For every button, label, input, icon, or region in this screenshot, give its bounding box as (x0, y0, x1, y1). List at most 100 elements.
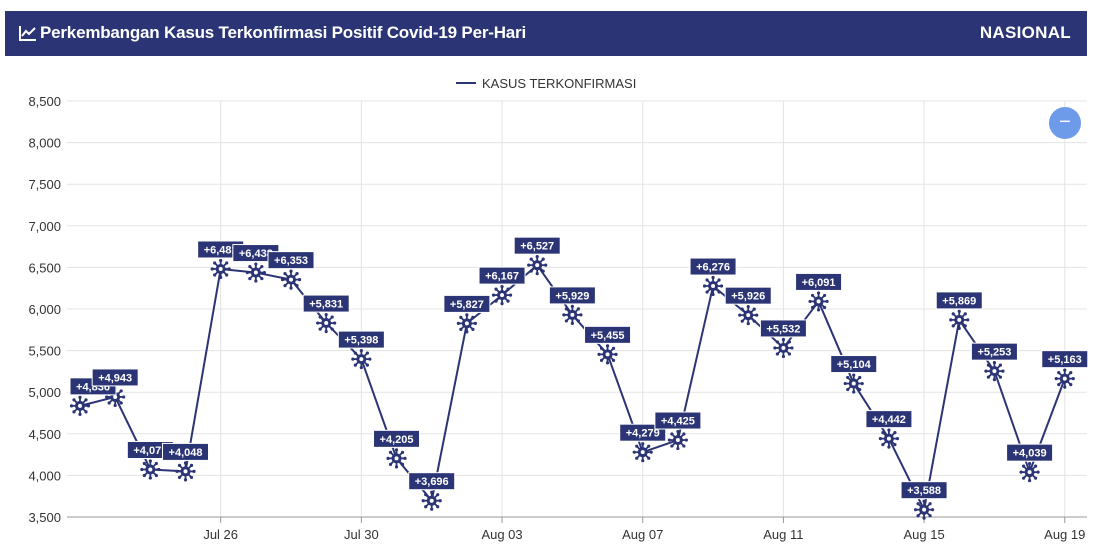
virus-icon[interactable] (491, 285, 513, 306)
legend[interactable]: KASUS TERKONFIRMASI (456, 76, 636, 91)
data-label: +5,926 (724, 286, 772, 305)
virus-icon[interactable] (280, 269, 302, 290)
data-label: +5,869 (935, 291, 983, 310)
data-label: +5,831 (302, 294, 350, 313)
chart-title: Perkembangan Kasus Terkonfirmasi Positif… (40, 23, 526, 42)
svg-text:+6,276: +6,276 (696, 262, 730, 274)
data-label: +6,091 (795, 272, 843, 291)
virus-icon[interactable] (421, 490, 442, 511)
svg-text:+5,163: +5,163 (1048, 354, 1082, 366)
y-tick-label: 6,000 (28, 302, 61, 317)
data-label: +4,205 (373, 429, 421, 448)
y-tick-label: 8,500 (28, 94, 61, 109)
legend-label: KASUS TERKONFIRMASI (482, 76, 636, 91)
data-label: +6,527 (513, 236, 561, 255)
svg-text:+4,205: +4,205 (380, 434, 414, 446)
line-chart-icon (19, 26, 36, 41)
data-label: +5,398 (337, 330, 385, 349)
y-tick-label: 5,500 (28, 344, 61, 359)
data-label: +6,167 (478, 266, 526, 285)
svg-text:+6,091: +6,091 (802, 277, 836, 289)
svg-text:+5,455: +5,455 (591, 330, 625, 342)
data-label: +4,048 (162, 442, 210, 461)
data-label: +5,163 (1041, 350, 1089, 369)
chart-header: Perkembangan Kasus Terkonfirmasi Positif… (5, 11, 1087, 56)
svg-text:+5,827: +5,827 (450, 299, 484, 311)
y-tick-label: 5,000 (28, 385, 61, 400)
x-tick-label: Aug 07 (622, 527, 663, 542)
virus-icon[interactable] (738, 305, 759, 326)
svg-text:+4,442: +4,442 (872, 414, 906, 426)
svg-text:+5,831: +5,831 (309, 299, 343, 311)
virus-icon[interactable] (140, 459, 161, 480)
svg-text:+5,926: +5,926 (731, 291, 765, 303)
data-label: +4,425 (654, 411, 702, 430)
virus-icon[interactable] (210, 258, 231, 280)
virus-icon[interactable] (245, 262, 266, 283)
x-tick-label: Aug 15 (903, 527, 944, 542)
data-label: +6,438 (232, 244, 280, 263)
virus-icon[interactable] (808, 291, 829, 312)
data-label: +4,071 (126, 440, 174, 459)
virus-icon[interactable] (597, 344, 618, 365)
svg-text:+5,253: +5,253 (977, 347, 1011, 359)
virus-icon[interactable] (1054, 368, 1075, 389)
virus-icon[interactable] (667, 429, 688, 451)
svg-text:+6,167: +6,167 (485, 271, 519, 283)
x-tick-label: Aug 03 (481, 527, 522, 542)
virus-icon[interactable] (456, 313, 477, 334)
svg-text:+6,481: +6,481 (204, 244, 238, 256)
svg-text:+4,071: +4,071 (133, 445, 167, 457)
data-label: +5,455 (584, 325, 632, 344)
y-tick-label: 7,000 (28, 219, 61, 234)
svg-text:+4,039: +4,039 (1013, 448, 1047, 460)
x-tick-label: Aug 11 (763, 527, 803, 542)
virus-icon[interactable] (773, 337, 794, 359)
data-label: +6,353 (267, 251, 315, 270)
virus-icon[interactable] (878, 428, 900, 449)
virus-icon[interactable] (175, 461, 196, 482)
virus-icon[interactable] (386, 448, 407, 469)
zoom-out-button[interactable]: − (1049, 107, 1081, 139)
svg-text:+4,425: +4,425 (661, 416, 695, 428)
virus-icon[interactable] (69, 395, 91, 416)
y-tick-label: 7,500 (28, 177, 61, 192)
virus-icon[interactable] (702, 275, 724, 297)
line-chart: 3,500 4,000 4,500 5,000 5,500 6,000 6,500 7,000… (28, 76, 1089, 542)
svg-text:+5,104: +5,104 (837, 359, 872, 371)
y-tick-label: 8,000 (28, 136, 61, 151)
data-label: +3,696 (408, 472, 456, 491)
y-tick-label: 6,500 (28, 260, 61, 275)
data-label: +4,442 (865, 410, 913, 429)
data-label: +4,943 (91, 368, 139, 387)
svg-text:+5,532: +5,532 (766, 323, 800, 335)
svg-text:+5,398: +5,398 (344, 335, 378, 347)
y-tick-label: 4,500 (28, 427, 61, 442)
svg-text:+4,279: +4,279 (626, 428, 660, 440)
virus-icon[interactable] (527, 255, 548, 276)
virus-icon[interactable] (913, 499, 935, 520)
y-tick-label: 4,000 (28, 468, 61, 483)
virus-icon[interactable] (351, 348, 372, 370)
data-label: +4,039 (1006, 443, 1054, 462)
y-tick-label: 3,500 (28, 510, 61, 525)
svg-text:+4,943: +4,943 (98, 372, 132, 384)
data-label: +5,929 (548, 286, 596, 305)
virus-icon[interactable] (1019, 462, 1040, 483)
svg-text:+6,527: +6,527 (520, 241, 554, 253)
svg-text:+3,588: +3,588 (907, 485, 941, 497)
svg-text:+6,353: +6,353 (274, 255, 308, 267)
virus-icon[interactable] (632, 442, 653, 463)
svg-text:+5,929: +5,929 (555, 290, 589, 302)
data-label: +5,827 (443, 294, 491, 313)
virus-icon[interactable] (949, 309, 970, 330)
data-label: +5,104 (830, 355, 878, 374)
data-label: +6,276 (689, 257, 737, 276)
data-label: +5,532 (759, 319, 807, 338)
data-label: +6,481 (197, 240, 245, 259)
virus-icon[interactable] (316, 312, 337, 334)
virus-icon[interactable] (562, 304, 583, 326)
virus-icon[interactable] (984, 361, 1005, 382)
x-tick-label: Aug 19 (1044, 527, 1085, 542)
virus-icon[interactable] (843, 373, 864, 394)
